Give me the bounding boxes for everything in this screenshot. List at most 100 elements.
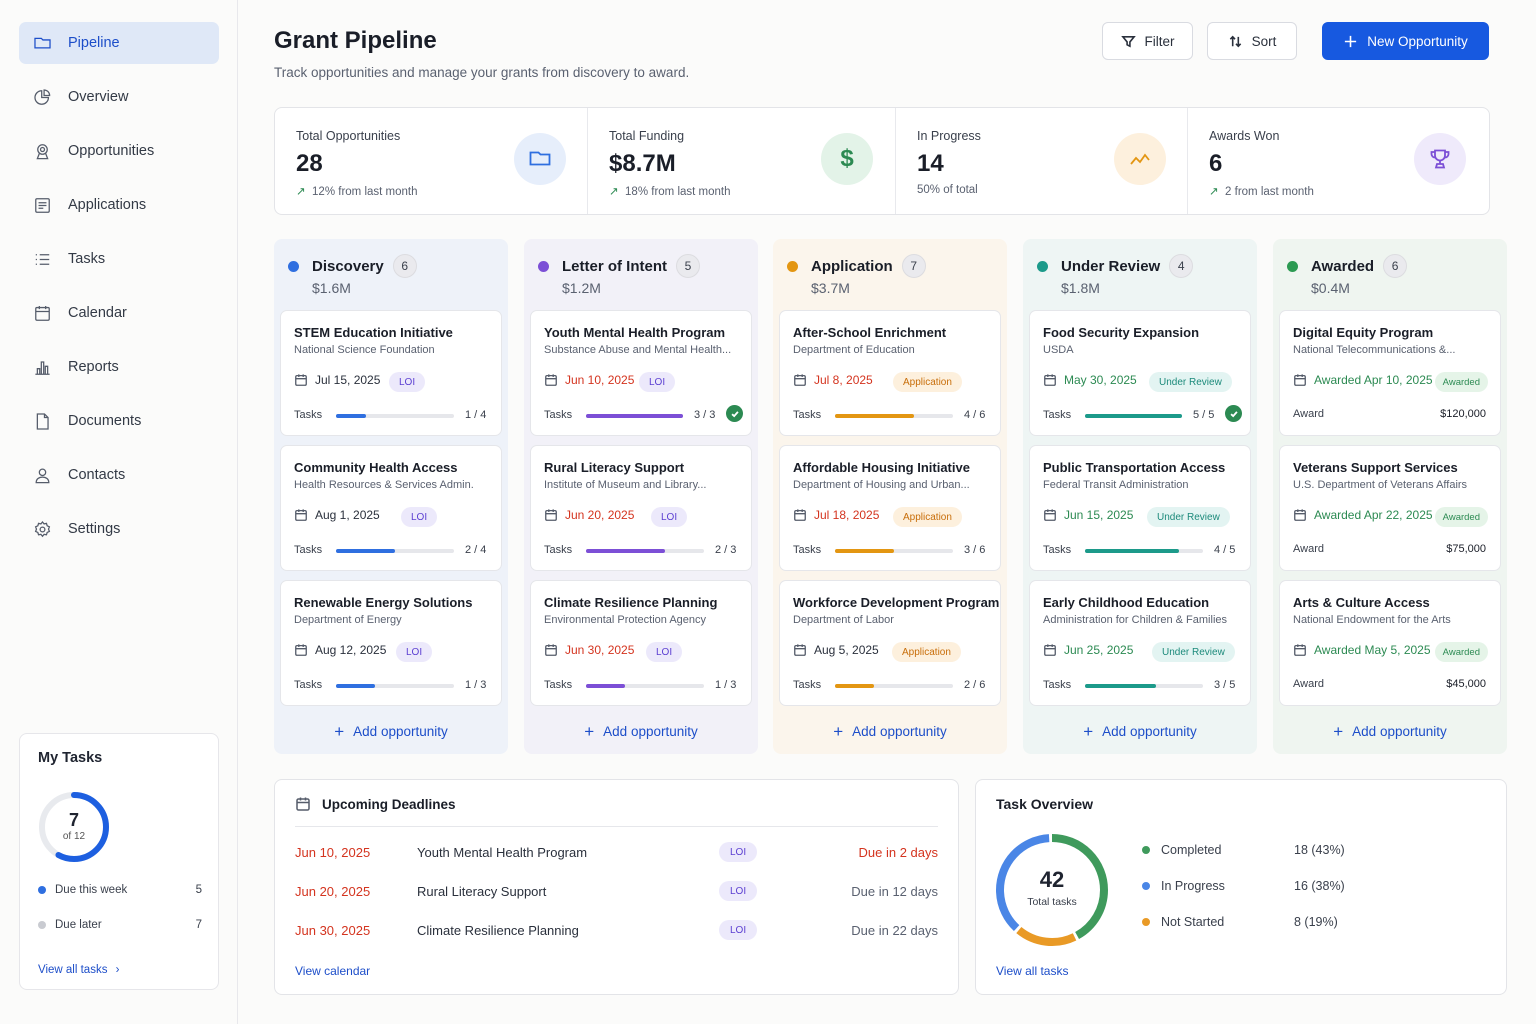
total-tasks-label: Total tasks bbox=[1027, 896, 1077, 908]
stage-badge: Under Review bbox=[1149, 372, 1232, 392]
card-title: Rural Literacy Support bbox=[544, 460, 685, 475]
task-progress-text: 2 / 6 bbox=[964, 679, 986, 691]
task-progress-bar bbox=[336, 414, 454, 418]
column-amount: $3.7M bbox=[811, 280, 850, 296]
view-all-tasks-overview-link[interactable]: View all tasks bbox=[996, 964, 1069, 978]
stat-value: 14 bbox=[917, 150, 944, 177]
sidebar-item-tasks[interactable]: Tasks bbox=[19, 238, 219, 280]
sidebar-item-pipeline[interactable]: Pipeline bbox=[19, 22, 219, 64]
card-date-text: Jun 15, 2025 bbox=[1064, 508, 1134, 522]
stat-trend-label: 2 from last month bbox=[1225, 186, 1314, 198]
card-organization: Environmental Protection Agency bbox=[544, 614, 707, 626]
column-header: Awarded 6 bbox=[1287, 254, 1408, 278]
card-deadline: Aug 5, 2025 bbox=[793, 643, 879, 657]
task-progress-fill bbox=[586, 549, 665, 553]
opportunity-card[interactable]: Rural Literacy Support Institute of Museu… bbox=[530, 445, 752, 571]
tasks-label: Tasks bbox=[294, 409, 323, 421]
deadline-row[interactable]: Jun 10, 2025 Youth Mental Health Program L… bbox=[295, 842, 938, 862]
opportunity-card[interactable]: Public Transportation Access Federal Tran… bbox=[1029, 445, 1251, 571]
my-tasks-row-label: Due this week bbox=[55, 884, 128, 896]
tasks-label: Tasks bbox=[1043, 544, 1072, 556]
column-count-badge: 7 bbox=[901, 254, 926, 278]
stat-card-awards-won: Awards Won 6 ↗ 2 from last month bbox=[1188, 108, 1489, 214]
card-deadline: Aug 12, 2025 bbox=[294, 643, 386, 657]
page-subtitle: Track opportunities and manage your gran… bbox=[274, 65, 690, 80]
sidebar-item-applications[interactable]: Applications bbox=[19, 184, 219, 226]
opportunity-card[interactable]: Food Security Expansion USDA May 30, 2025 U… bbox=[1029, 310, 1251, 436]
my-tasks-row-due-later: Due later 7 bbox=[38, 919, 202, 931]
stage-badge: LOI bbox=[396, 642, 433, 662]
sidebar-item-contacts[interactable]: Contacts bbox=[19, 454, 219, 496]
add-opportunity-button[interactable]: + Add opportunity bbox=[1023, 723, 1257, 740]
deadline-row[interactable]: Jun 30, 2025 Climate Resilience Planning L… bbox=[295, 920, 938, 940]
award-row: Award $75,000 bbox=[1293, 543, 1486, 555]
opportunity-card[interactable]: Affordable Housing Initiative Department … bbox=[779, 445, 1001, 571]
opportunity-card[interactable]: Youth Mental Health Program Substance Abu… bbox=[530, 310, 752, 436]
task-progress-text: 3 / 5 bbox=[1214, 679, 1236, 691]
opportunity-card[interactable]: Veterans Support Services U.S. Department… bbox=[1279, 445, 1501, 571]
card-organization: Substance Abuse and Mental Health... bbox=[544, 344, 732, 356]
arrow-up-right-icon: ↗ bbox=[609, 186, 619, 198]
stat-icon-badge bbox=[1114, 133, 1166, 185]
opportunity-card[interactable]: Workforce Development Program Department … bbox=[779, 580, 1001, 706]
stat-value: $8.7M bbox=[609, 150, 676, 177]
my-tasks-of-total: of 12 bbox=[62, 831, 86, 842]
deadline-row[interactable]: Jun 20, 2025 Rural Literacy Support LOI Due… bbox=[295, 881, 938, 901]
award-label: Award bbox=[1293, 678, 1324, 690]
task-progress-bar bbox=[1085, 549, 1203, 553]
stat-icon-badge bbox=[514, 133, 566, 185]
stage-badge: Awarded bbox=[1434, 372, 1488, 392]
sidebar-item-overview[interactable]: Overview bbox=[19, 76, 219, 118]
sidebar-item-reports[interactable]: Reports bbox=[19, 346, 219, 388]
chevron-right-icon: › bbox=[115, 964, 120, 976]
task-progress-bar bbox=[586, 549, 704, 553]
add-opportunity-button[interactable]: + Add opportunity bbox=[773, 723, 1007, 740]
card-organization: U.S. Department of Veterans Affairs bbox=[1293, 479, 1468, 491]
stat-label: Awards Won bbox=[1209, 129, 1280, 143]
legend-label: In Progress bbox=[1161, 879, 1225, 893]
add-opportunity-button[interactable]: + Add opportunity bbox=[274, 723, 508, 740]
card-date-text: Aug 1, 2025 bbox=[315, 508, 380, 522]
card-deadline: Jun 10, 2025 bbox=[544, 373, 634, 387]
sidebar-item-calendar[interactable]: Calendar bbox=[19, 292, 219, 334]
opportunity-card[interactable]: Climate Resilience Planning Environmental… bbox=[530, 580, 752, 706]
dollar-icon: $ bbox=[840, 145, 854, 172]
opportunity-card[interactable]: Digital Equity Program National Telecommu… bbox=[1279, 310, 1501, 436]
opportunity-card[interactable]: Arts & Culture Access National Endowment … bbox=[1279, 580, 1501, 706]
legend-dot-icon bbox=[1142, 882, 1150, 890]
view-calendar-link[interactable]: View calendar bbox=[295, 964, 371, 978]
my-tasks-done-count: 7 bbox=[68, 810, 79, 830]
upcoming-deadlines-title: Upcoming Deadlines bbox=[322, 796, 456, 812]
opportunity-card[interactable]: Community Health Access Health Resources … bbox=[280, 445, 502, 571]
opportunity-card[interactable]: STEM Education Initiative National Scienc… bbox=[280, 310, 502, 436]
legend-label: Completed bbox=[1161, 843, 1222, 857]
add-opportunity-button[interactable]: + Add opportunity bbox=[524, 723, 758, 740]
deadline-due-text: Due in 22 days bbox=[851, 922, 938, 938]
calendar-icon bbox=[545, 374, 557, 386]
sort-button-label: Sort bbox=[1251, 33, 1277, 49]
card-deadline: Jun 25, 2025 bbox=[1043, 643, 1133, 657]
sidebar-item-opportunities[interactable]: Opportunities bbox=[19, 130, 219, 172]
opportunity-card[interactable]: After-School Enrichment Department of Edu… bbox=[779, 310, 1001, 436]
new-opportunity-button[interactable]: New Opportunity bbox=[1322, 22, 1489, 60]
file-list-icon bbox=[35, 197, 50, 213]
deadline-opportunity: Youth Mental Health Program bbox=[417, 844, 588, 860]
sidebar-item-settings[interactable]: Settings bbox=[19, 508, 219, 550]
card-deadline: May 30, 2025 bbox=[1043, 373, 1137, 387]
filter-button[interactable]: Filter bbox=[1102, 22, 1193, 60]
bar-chart-icon bbox=[35, 360, 50, 375]
calendar-icon bbox=[794, 374, 806, 386]
card-date-text: Jul 8, 2025 bbox=[814, 373, 873, 387]
stat-trend-label: 18% from last month bbox=[625, 186, 731, 198]
my-tasks-widget: My Tasks 7 of 12 Due this week 5 Due lat… bbox=[19, 733, 219, 990]
sidebar-item-documents[interactable]: Documents bbox=[19, 400, 219, 442]
view-all-tasks-link[interactable]: View all tasks › bbox=[38, 964, 120, 976]
stage-badge: Application bbox=[893, 372, 962, 392]
add-opportunity-button[interactable]: + Add opportunity bbox=[1273, 723, 1507, 740]
opportunity-card[interactable]: Early Childhood Education Administration … bbox=[1029, 580, 1251, 706]
plus-icon: + bbox=[584, 722, 595, 741]
card-date-text: Jun 20, 2025 bbox=[565, 508, 635, 522]
column-amount: $0.4M bbox=[1311, 280, 1350, 296]
opportunity-card[interactable]: Renewable Energy Solutions Department of … bbox=[280, 580, 502, 706]
sort-button[interactable]: Sort bbox=[1207, 22, 1297, 60]
